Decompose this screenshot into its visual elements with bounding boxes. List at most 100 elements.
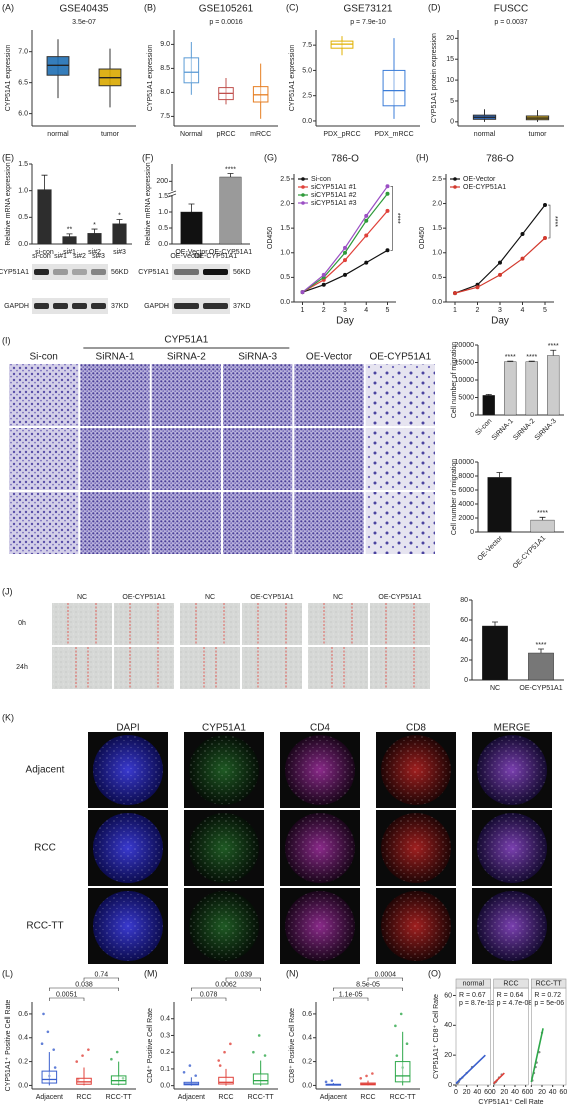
x-tick-label: 40: [511, 1089, 519, 1096]
y-tick-label: 2.5: [280, 176, 290, 183]
wound-image: [370, 647, 430, 689]
x-tick-label: Adjacent: [36, 1094, 63, 1101]
y-tick-label: 0.0: [302, 118, 312, 125]
x-tick-label: 4: [364, 307, 368, 314]
x-tick-label: 3: [343, 307, 347, 314]
blot-band: [72, 303, 87, 309]
point: [46, 1030, 50, 1034]
comparison-label: 1.1e-05: [339, 991, 363, 998]
x-tick-label: RCC-TT: [248, 1094, 275, 1101]
wound-edge: [67, 603, 97, 645]
lane-label: si#1: [54, 253, 67, 260]
marker: [343, 272, 347, 277]
x-tick-label: normal: [47, 131, 69, 138]
y-tick-label: 0.0: [302, 1082, 312, 1089]
y-tick-label: 5000: [458, 394, 474, 401]
y-tick-label: 1.5: [18, 161, 28, 168]
comparison-label: 8.5e-05: [356, 981, 380, 988]
column-label: DAPI: [116, 723, 139, 734]
row-label: 24h: [16, 664, 28, 671]
marker: [453, 291, 457, 296]
x-tick-label: PDX_pRCC: [323, 131, 360, 138]
panel-label: (J): [2, 586, 13, 596]
tissue-speckle: [477, 891, 547, 961]
micrograph: [9, 364, 79, 426]
point: [217, 1059, 221, 1062]
bar: [37, 189, 52, 245]
tissue-speckle: [381, 813, 451, 883]
box: [41, 1070, 58, 1084]
tissue-speckle: [189, 735, 259, 805]
x-tick-label: 2: [476, 307, 480, 314]
marker: [498, 260, 502, 265]
stat-label: R = 0.64: [497, 992, 524, 999]
marker: [343, 250, 347, 255]
marker: [321, 282, 326, 287]
x-axis-label: Day: [491, 316, 509, 327]
column-label: NC: [77, 594, 87, 601]
y-tick-label: 6000: [458, 487, 474, 494]
x-tick-label: Adjacent: [178, 1094, 205, 1101]
point: [257, 1034, 261, 1037]
marker: [364, 233, 369, 238]
chart-title: GSE105261: [199, 4, 254, 15]
significance: ****: [526, 354, 537, 361]
micrograph: [294, 364, 364, 426]
x-tick-label: 4: [521, 307, 525, 314]
y-axis-label: CD4⁺ Positive Cell Rate: [147, 1008, 154, 1083]
y-tick-label: 8.0: [160, 89, 170, 96]
blot-band: [72, 269, 87, 275]
error-bar: [539, 516, 546, 521]
error-bar: [550, 349, 557, 356]
x-tick-label: RCC: [76, 1094, 91, 1101]
stat-label: R = 0.72: [534, 992, 561, 999]
fit-line: [493, 1072, 505, 1085]
marker: [364, 213, 369, 218]
lane-label: OE-Vector: [170, 253, 203, 260]
y-tick-label: 0: [470, 412, 474, 419]
y-tick-label: 2.5: [302, 93, 312, 100]
error-bar: [496, 472, 503, 478]
bar: [487, 477, 512, 533]
box: [394, 1061, 411, 1083]
legend-marker: [301, 177, 305, 181]
facet-panel: [455, 987, 491, 1086]
facet-label: normal: [463, 980, 485, 987]
error-bar: [41, 174, 48, 190]
error-bar: [227, 173, 234, 177]
p-value: p = 0.0016: [209, 19, 242, 26]
x-tick-label: normal: [474, 131, 496, 138]
chart-title: FUSCC: [494, 4, 528, 15]
panel-label: (K): [2, 712, 14, 722]
panel-label: (L): [2, 968, 13, 978]
y-tick-label: 20: [444, 1052, 452, 1059]
wound-image: [114, 603, 174, 645]
micrograph: [365, 428, 435, 490]
marker: [385, 248, 390, 253]
wound-image: [180, 647, 240, 689]
marker: [300, 290, 305, 295]
comparison-label: 0.039: [235, 971, 253, 978]
bracket: [49, 987, 119, 991]
legend-marker: [301, 201, 305, 205]
y-tick-label: 0.6: [302, 1011, 312, 1018]
blot-band: [34, 303, 49, 309]
bar: [528, 652, 554, 681]
lane-label: si#3: [92, 253, 105, 260]
point: [110, 1057, 113, 1061]
panel-label: (G): [264, 152, 277, 162]
column-label: Si-con: [29, 352, 57, 363]
wound-image: [52, 647, 112, 689]
y-axis-label: CYP51A1 expression: [5, 45, 12, 112]
marker: [543, 203, 547, 208]
lane-label: si-con: [32, 253, 51, 260]
point: [223, 1050, 226, 1054]
x-tick-label: si#3: [113, 249, 126, 256]
y-tick-label: 0.1: [160, 1066, 170, 1073]
column-label: NC: [333, 594, 343, 601]
x-axis-label: CYP51A1⁺ Cell Rate: [478, 1099, 543, 1106]
x-tick-label: si-con: [35, 249, 54, 256]
tissue-speckle: [381, 735, 451, 805]
point: [188, 1064, 192, 1067]
blot-background: [32, 298, 108, 314]
